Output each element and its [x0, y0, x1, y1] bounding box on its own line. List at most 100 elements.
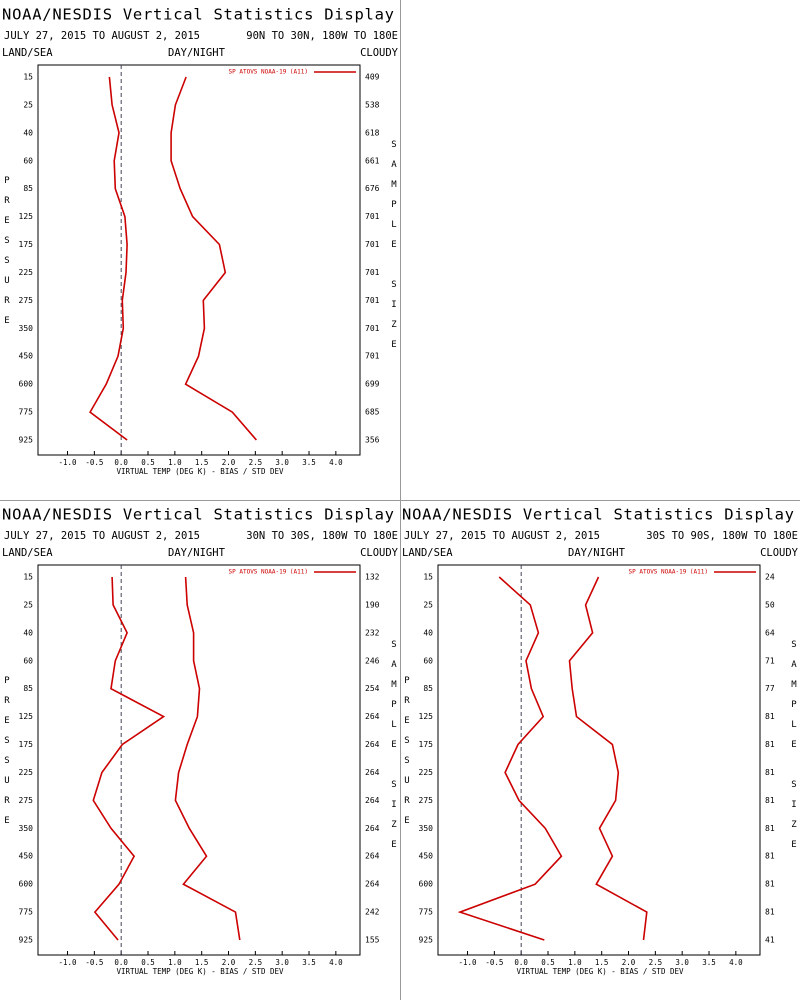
land-sea-label: LAND/SEA — [2, 547, 53, 559]
legend-label: SP ATOVS NOAA-19 (A11) — [229, 569, 308, 576]
sample-size-label: 264 — [365, 824, 380, 833]
y-axis-label: PRESSURE — [402, 676, 412, 836]
sample-size-label: 254 — [365, 684, 380, 693]
y-tick-label: 60 — [23, 656, 33, 665]
y-tick-label: 15 — [23, 73, 33, 82]
region: 30N TO 30S, 180W TO 180E — [246, 530, 398, 542]
sample-size-label: 701 — [365, 324, 380, 333]
x-tick-label: 1.5 — [195, 458, 209, 467]
series-line — [170, 76, 258, 441]
sample-size-label: 155 — [365, 936, 380, 945]
x-tick-label: 0.0 — [514, 958, 528, 967]
x-tick-label: 2.0 — [622, 958, 636, 967]
series-line — [568, 576, 648, 941]
y-tick-label: 85 — [423, 684, 433, 693]
series-line — [92, 576, 166, 941]
y-tick-label: 350 — [19, 324, 34, 333]
y-tick-label: 25 — [23, 600, 33, 609]
y-tick-label: 450 — [19, 352, 34, 361]
x-tick-label: 3.0 — [275, 458, 289, 467]
chart-panel: NOAA/NESDIS Vertical Statistics Display J… — [0, 500, 400, 1000]
x-tick-label: -0.5 — [85, 958, 103, 967]
y-tick-label: 225 — [19, 768, 34, 777]
x-tick-label: 3.0 — [675, 958, 689, 967]
sample-size-label: 538 — [365, 100, 380, 109]
chart: NOAA/NESDIS Vertical Statistics Display J… — [2, 6, 399, 477]
x-tick-label: 1.0 — [168, 958, 182, 967]
x-tick-label: 3.5 — [302, 958, 316, 967]
chart-title: NOAA/NESDIS Vertical Statistics Display — [402, 506, 794, 524]
legend-label: SP ATOVS NOAA-19 (A11) — [629, 569, 708, 576]
sample-size-label: 685 — [365, 408, 380, 417]
x-tick-label: 1.5 — [595, 958, 609, 967]
x-tick-label: 3.0 — [275, 958, 289, 967]
sample-size-label: 24 — [765, 573, 775, 582]
date-range: JULY 27, 2015 TO AUGUST 2, 2015 — [4, 530, 200, 542]
y-tick-label: 275 — [19, 296, 34, 305]
x-tick-label: 2.0 — [222, 458, 236, 467]
x-axis-label: VIRTUAL TEMP (DEG K) - BIAS / STD DEV — [116, 967, 284, 976]
y-tick-label: 225 — [19, 268, 34, 277]
y-tick-label: 775 — [419, 908, 434, 917]
series-line — [174, 576, 241, 941]
x-tick-label: 1.0 — [568, 958, 582, 967]
chart-panel: NOAA/NESDIS Vertical Statistics Display J… — [0, 0, 400, 500]
y-tick-label: 15 — [23, 573, 33, 582]
sample-size-label: 71 — [765, 656, 775, 665]
sample-size-label: 701 — [365, 240, 380, 249]
y-tick-label: 40 — [23, 628, 33, 637]
y-tick-label: 450 — [419, 852, 434, 861]
y-tick-label: 40 — [23, 128, 33, 137]
y-tick-label: 60 — [23, 156, 33, 165]
sample-size-label: 701 — [365, 352, 380, 361]
sample-size-label: 81 — [765, 740, 775, 749]
chart: NOAA/NESDIS Vertical Statistics Display J… — [2, 506, 399, 977]
y-tick-label: 775 — [19, 408, 34, 417]
y-tick-label: 275 — [19, 796, 34, 805]
cloudy-label: CLOUDY — [360, 547, 399, 559]
y2-axis-label: SAMPLE SIZE — [389, 640, 399, 860]
divider — [0, 500, 800, 501]
sample-size-label: 81 — [765, 880, 775, 889]
y-tick-label: 60 — [423, 656, 433, 665]
sample-size-label: 64 — [765, 628, 775, 637]
x-tick-label: 0.5 — [141, 458, 155, 467]
y-axis-label: PRESSURE — [2, 176, 12, 336]
date-range: JULY 27, 2015 TO AUGUST 2, 2015 — [404, 530, 600, 542]
sample-size-label: 701 — [365, 296, 380, 305]
sample-size-label: 246 — [365, 656, 380, 665]
y-tick-label: 775 — [19, 908, 34, 917]
sample-size-label: 264 — [365, 740, 380, 749]
x-tick-label: 2.5 — [649, 958, 663, 967]
x-tick-label: -0.5 — [485, 958, 503, 967]
y-tick-label: 85 — [23, 184, 33, 193]
y-tick-label: 600 — [19, 880, 34, 889]
x-tick-label: -0.5 — [85, 458, 103, 467]
y-tick-label: 925 — [19, 936, 34, 945]
sample-size-label: 264 — [365, 712, 380, 721]
sample-size-label: 356 — [365, 436, 380, 445]
sample-size-label: 232 — [365, 628, 380, 637]
x-axis-label: VIRTUAL TEMP (DEG K) - BIAS / STD DEV — [116, 467, 284, 476]
y-tick-label: 125 — [19, 712, 34, 721]
y-tick-label: 175 — [419, 740, 434, 749]
sample-size-label: 676 — [365, 184, 380, 193]
plot-frame — [37, 564, 361, 956]
y-tick-label: 925 — [419, 936, 434, 945]
y-tick-label: 225 — [419, 768, 434, 777]
x-tick-label: 2.0 — [222, 958, 236, 967]
sample-size-label: 242 — [365, 908, 380, 917]
sample-size-label: 81 — [765, 824, 775, 833]
y-tick-label: 25 — [23, 100, 33, 109]
sample-size-label: 701 — [365, 268, 380, 277]
y-tick-label: 275 — [419, 796, 434, 805]
date-range: JULY 27, 2015 TO AUGUST 2, 2015 — [4, 30, 200, 42]
x-tick-label: 4.0 — [329, 958, 343, 967]
day-night-label: DAY/NIGHT — [568, 547, 626, 559]
y-tick-label: 25 — [423, 600, 433, 609]
legend-label: SP ATOVS NOAA-19 (A11) — [229, 69, 308, 76]
x-tick-label: -1.0 — [458, 958, 477, 967]
x-tick-label: 4.0 — [329, 458, 343, 467]
sample-size-label: 699 — [365, 380, 380, 389]
